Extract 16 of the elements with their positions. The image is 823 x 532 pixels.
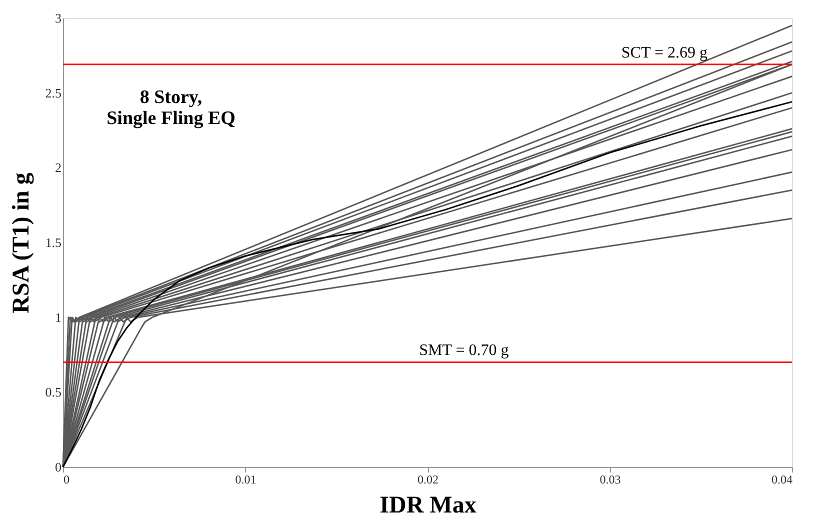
y-tick-label: 1 — [55, 310, 62, 325]
y-tick-label: 3 — [55, 10, 62, 26]
y-axis-title: RSA (T1) in g — [8, 172, 34, 314]
annotation: 8 Story, Single Fling EQ — [106, 87, 236, 129]
y-tick-label: 1.5 — [45, 235, 62, 250]
ref-line-label: SMT = 0.70 g — [419, 342, 509, 360]
y-tick-label: 0.5 — [45, 384, 62, 400]
y-tick-label: 2.5 — [45, 85, 62, 100]
y-tick-label: 0 — [55, 460, 62, 474]
x-tick-label: 0.02 — [418, 472, 438, 486]
x-tick-label: 0.03 — [600, 472, 621, 486]
x-tick-label: 0.01 — [235, 472, 256, 486]
y-tick-label: 2 — [55, 160, 62, 176]
ref-line-label: SCT = 2.69 g — [621, 44, 708, 62]
x-axis-title: IDR Max — [380, 492, 476, 518]
x-tick-label: 0.04 — [772, 472, 792, 486]
